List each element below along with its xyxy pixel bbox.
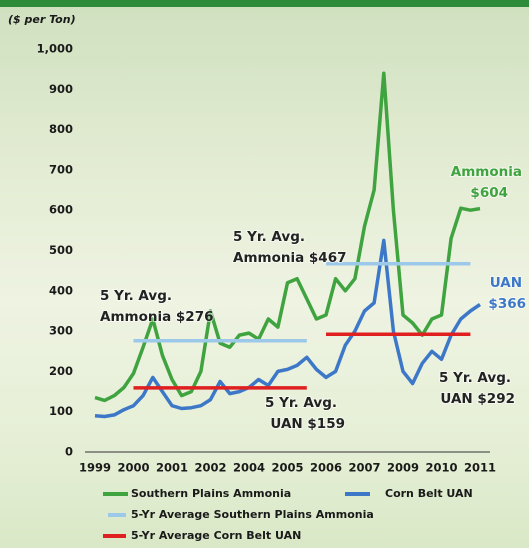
x-tick-label: 2011: [464, 461, 496, 475]
x-tick-label: 2005: [271, 461, 303, 475]
y-tick-label: 100: [49, 404, 73, 418]
y-tick-label: 300: [49, 324, 73, 338]
annotation: 5 Yr. Avg.: [265, 395, 337, 411]
series-line: [134, 264, 471, 341]
legend-label: 5-Yr Average Southern Plains Ammonia: [131, 508, 374, 521]
y-tick-label: 600: [49, 203, 73, 217]
y-tick-label: 0: [65, 445, 73, 459]
x-tick-label: 2006: [310, 461, 342, 475]
top-strip: [0, 0, 529, 7]
annotation: UAN $292: [440, 391, 515, 407]
x-tick-label: 2007: [348, 461, 380, 475]
x-tick-label: 2000: [117, 461, 149, 475]
x-tick-label: 2002: [194, 461, 226, 475]
y-axis-label: ($ per Ton): [8, 13, 76, 26]
x-tick-label: 2010: [425, 461, 457, 475]
annotation: 5 Yr. Avg.: [100, 288, 172, 304]
x-tick-label: 1999: [79, 461, 111, 475]
x-tick-label: 2001: [156, 461, 188, 475]
annotation: 5 Yr. Avg.: [233, 229, 305, 245]
series-line: [95, 240, 480, 416]
y-tick-label: 800: [49, 122, 73, 136]
legend-label: Southern Plains Ammonia: [131, 487, 291, 500]
annotation: Ammonia $276: [100, 309, 213, 325]
x-tick-label: 2009: [387, 461, 419, 475]
y-tick-label: 400: [49, 283, 73, 297]
annotation: 5 Yr. Avg.: [439, 370, 511, 386]
annotation: UAN $159: [270, 416, 345, 432]
page: ($ per Ton) 0 100 200 300 400 500 600 700 800 900…: [0, 0, 529, 548]
x-tick-label: 2004: [233, 461, 265, 475]
y-tick-label: 900: [49, 82, 73, 96]
annotation: $604: [470, 185, 508, 201]
annotation: UAN: [490, 275, 522, 291]
y-tick-label: 1,000: [37, 42, 73, 56]
annotation: Ammonia $467: [233, 250, 346, 266]
legend-label: Corn Belt UAN: [385, 487, 473, 500]
legend-label: 5-Yr Average Corn Belt UAN: [131, 529, 301, 542]
annotation: Ammonia: [451, 164, 522, 180]
annotation: $366: [488, 296, 526, 312]
y-tick-label: 700: [49, 162, 73, 176]
y-tick-label: 200: [49, 364, 73, 378]
chart: ($ per Ton) 0 100 200 300 400 500 600 700 800 900…: [0, 0, 529, 548]
y-tick-label: 500: [49, 243, 73, 257]
